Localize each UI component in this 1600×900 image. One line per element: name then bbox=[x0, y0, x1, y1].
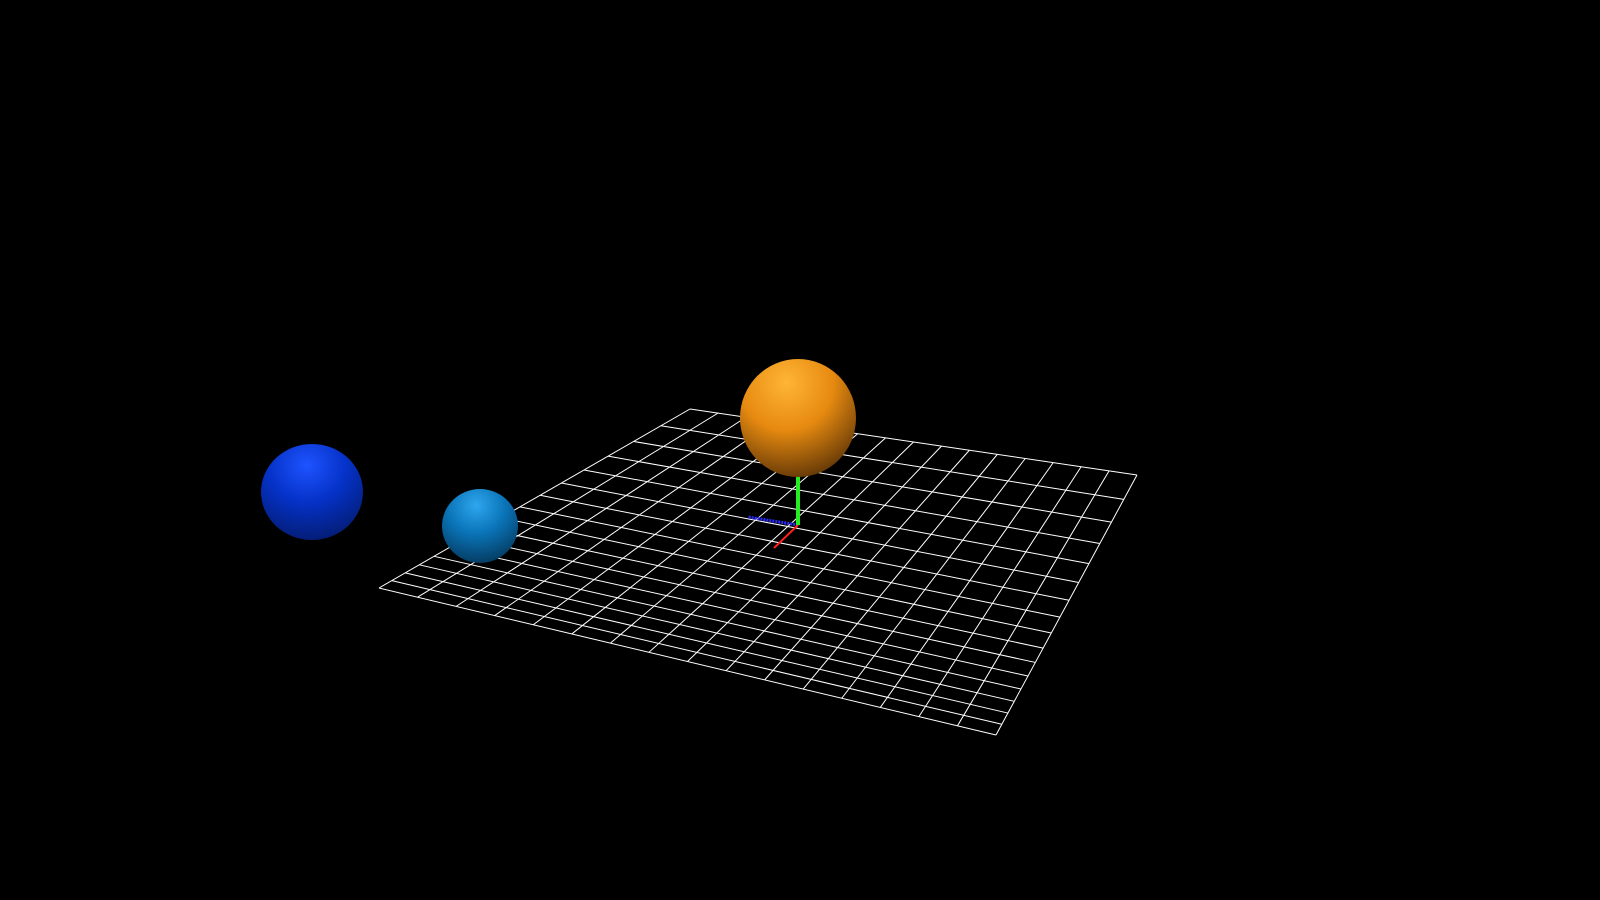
grid-line-col bbox=[687, 441, 914, 662]
grid-line-col bbox=[764, 449, 970, 681]
grid-line-col bbox=[378, 408, 691, 589]
grid-line-col bbox=[957, 470, 1110, 727]
grid-line-col bbox=[648, 437, 886, 653]
grid-line-col bbox=[802, 454, 998, 690]
x-axis-line bbox=[773, 524, 799, 549]
grid-line-col bbox=[417, 412, 719, 598]
grid-line-col bbox=[725, 445, 942, 672]
light-blue-sphere[interactable] bbox=[442, 489, 518, 563]
grid-line-col bbox=[455, 416, 747, 607]
grid-line-col bbox=[494, 420, 775, 616]
z-axis-line bbox=[747, 515, 799, 527]
blue-sphere[interactable] bbox=[261, 444, 363, 540]
grid-line-col bbox=[879, 462, 1054, 708]
grid-line-col bbox=[841, 458, 1026, 699]
ground-grid bbox=[378, 408, 1138, 736]
orange-sphere[interactable] bbox=[740, 359, 856, 477]
axes-helper bbox=[747, 470, 800, 549]
grid-line-col bbox=[918, 466, 1082, 717]
grid-line-col bbox=[995, 474, 1138, 736]
